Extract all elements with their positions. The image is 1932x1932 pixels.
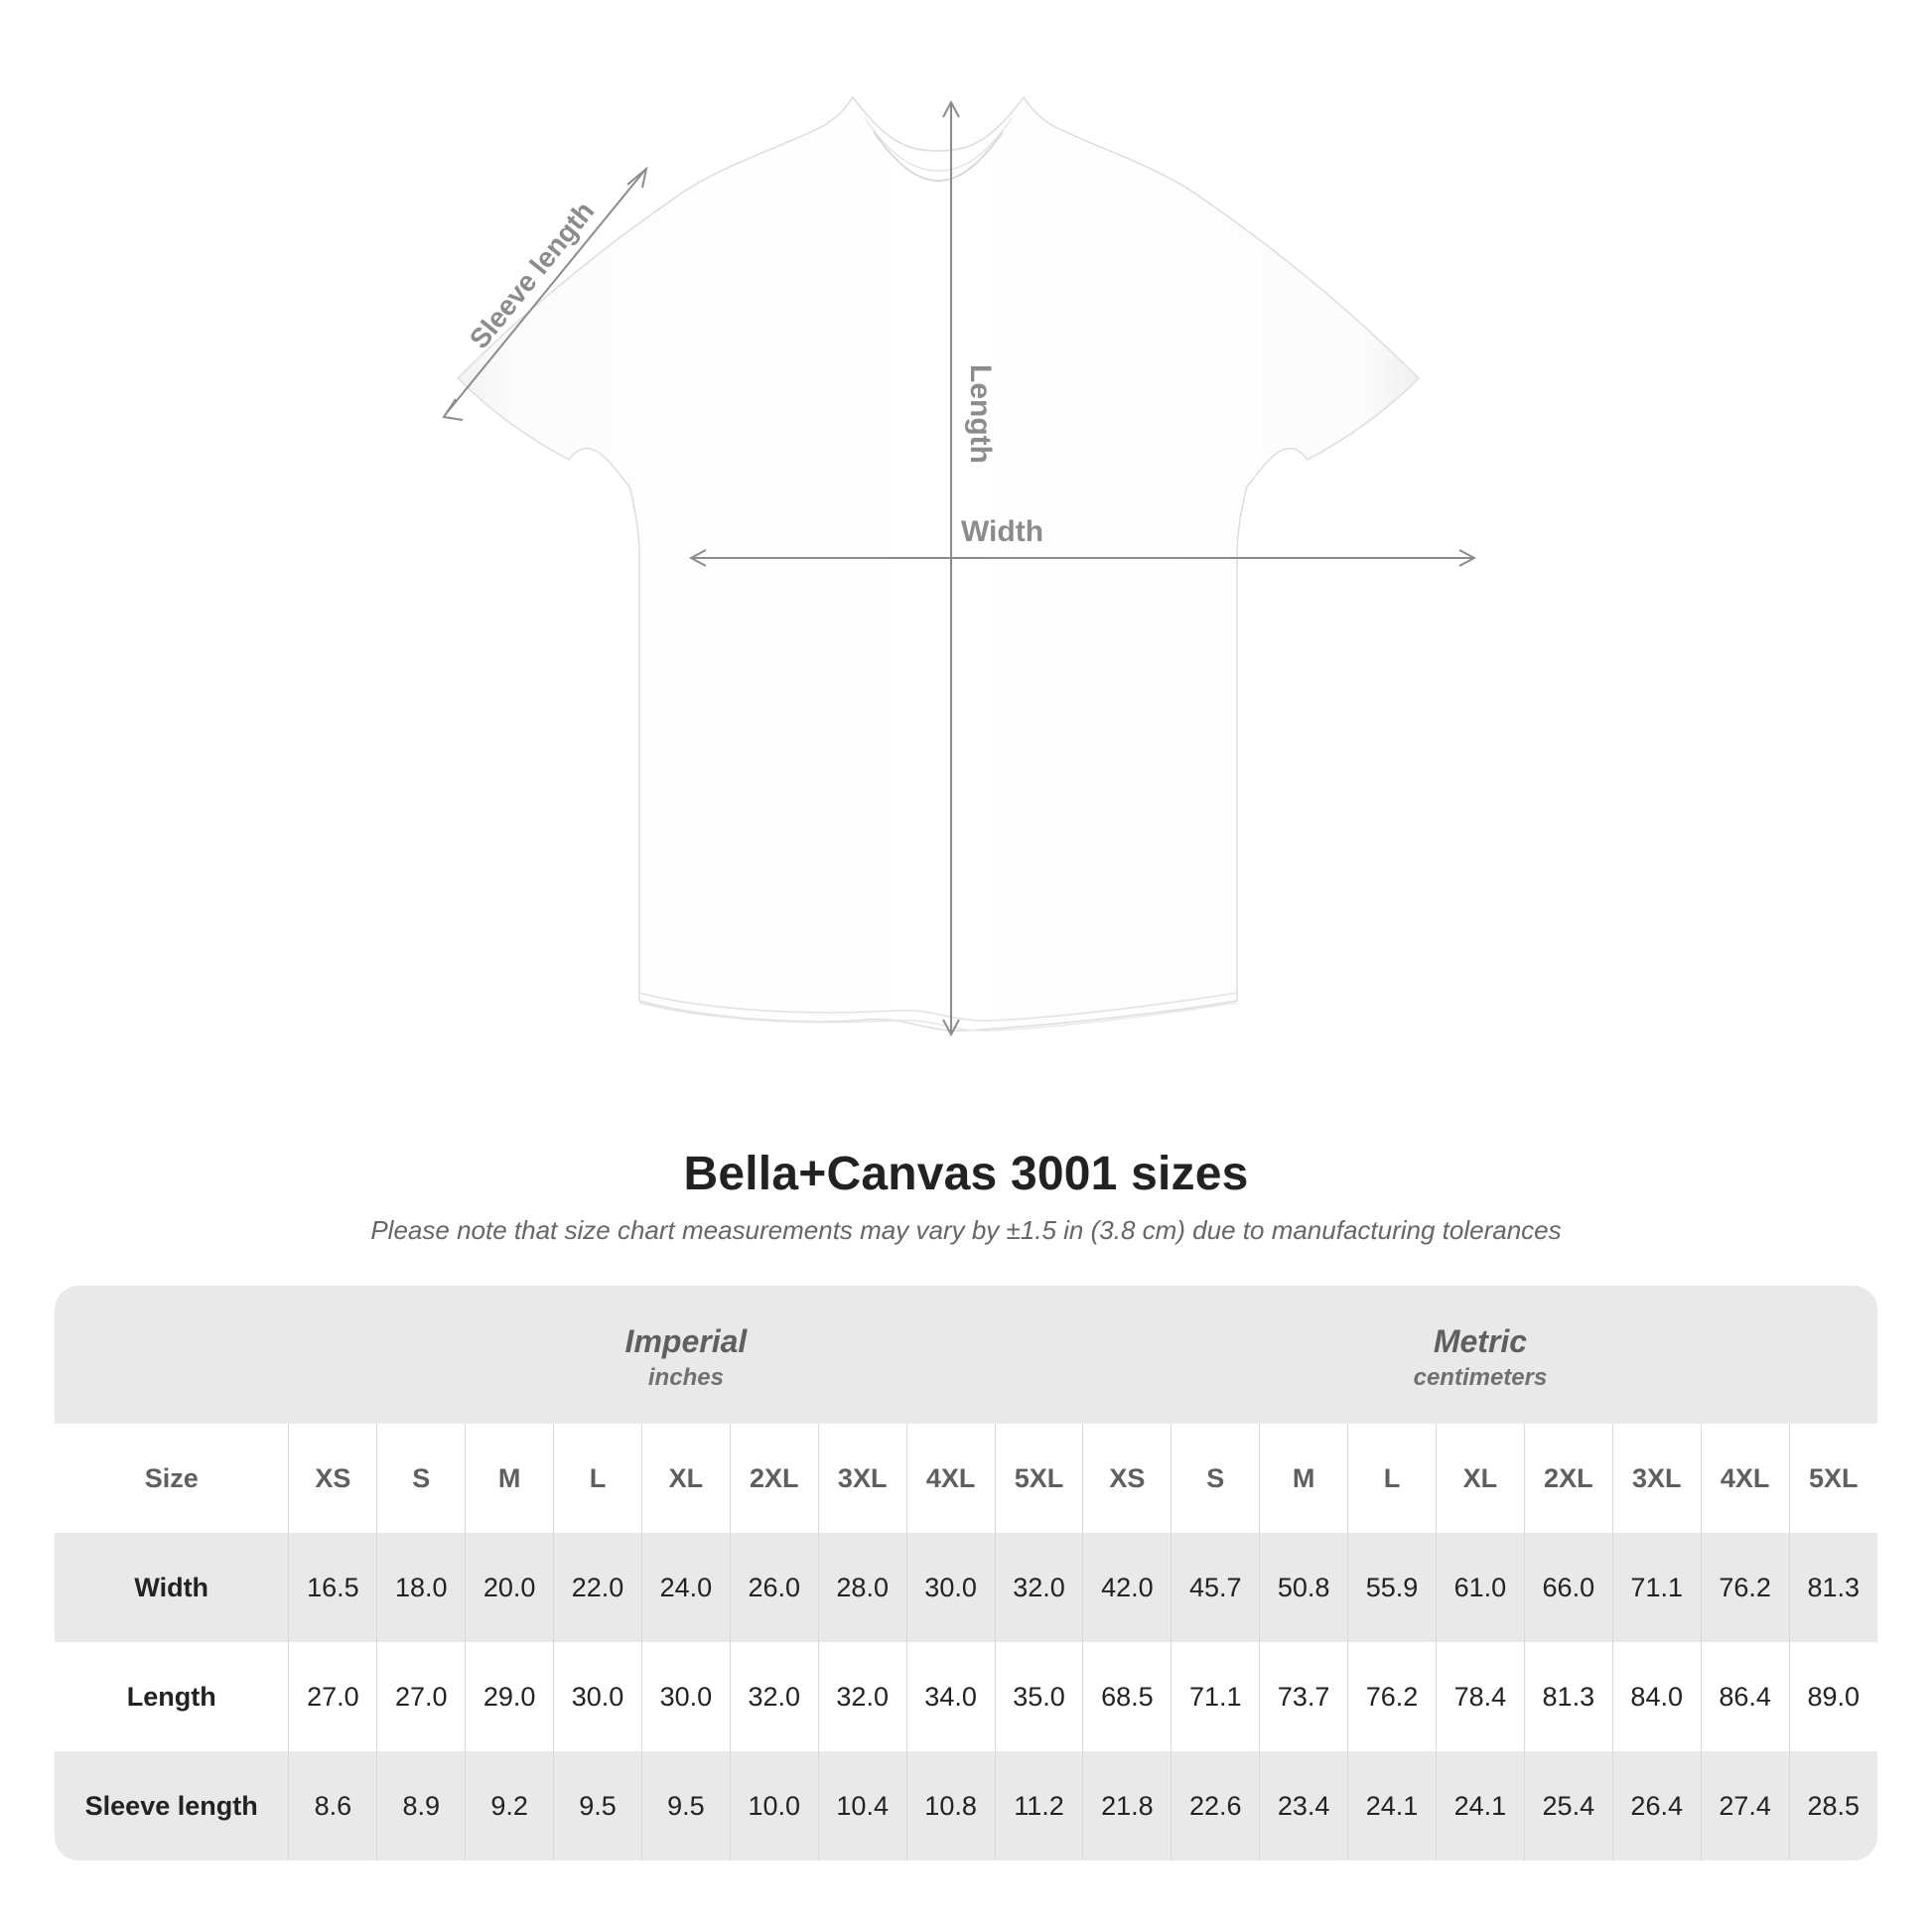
svg-text:Width: Width	[961, 515, 1043, 548]
svg-text:Length: Length	[964, 364, 997, 464]
